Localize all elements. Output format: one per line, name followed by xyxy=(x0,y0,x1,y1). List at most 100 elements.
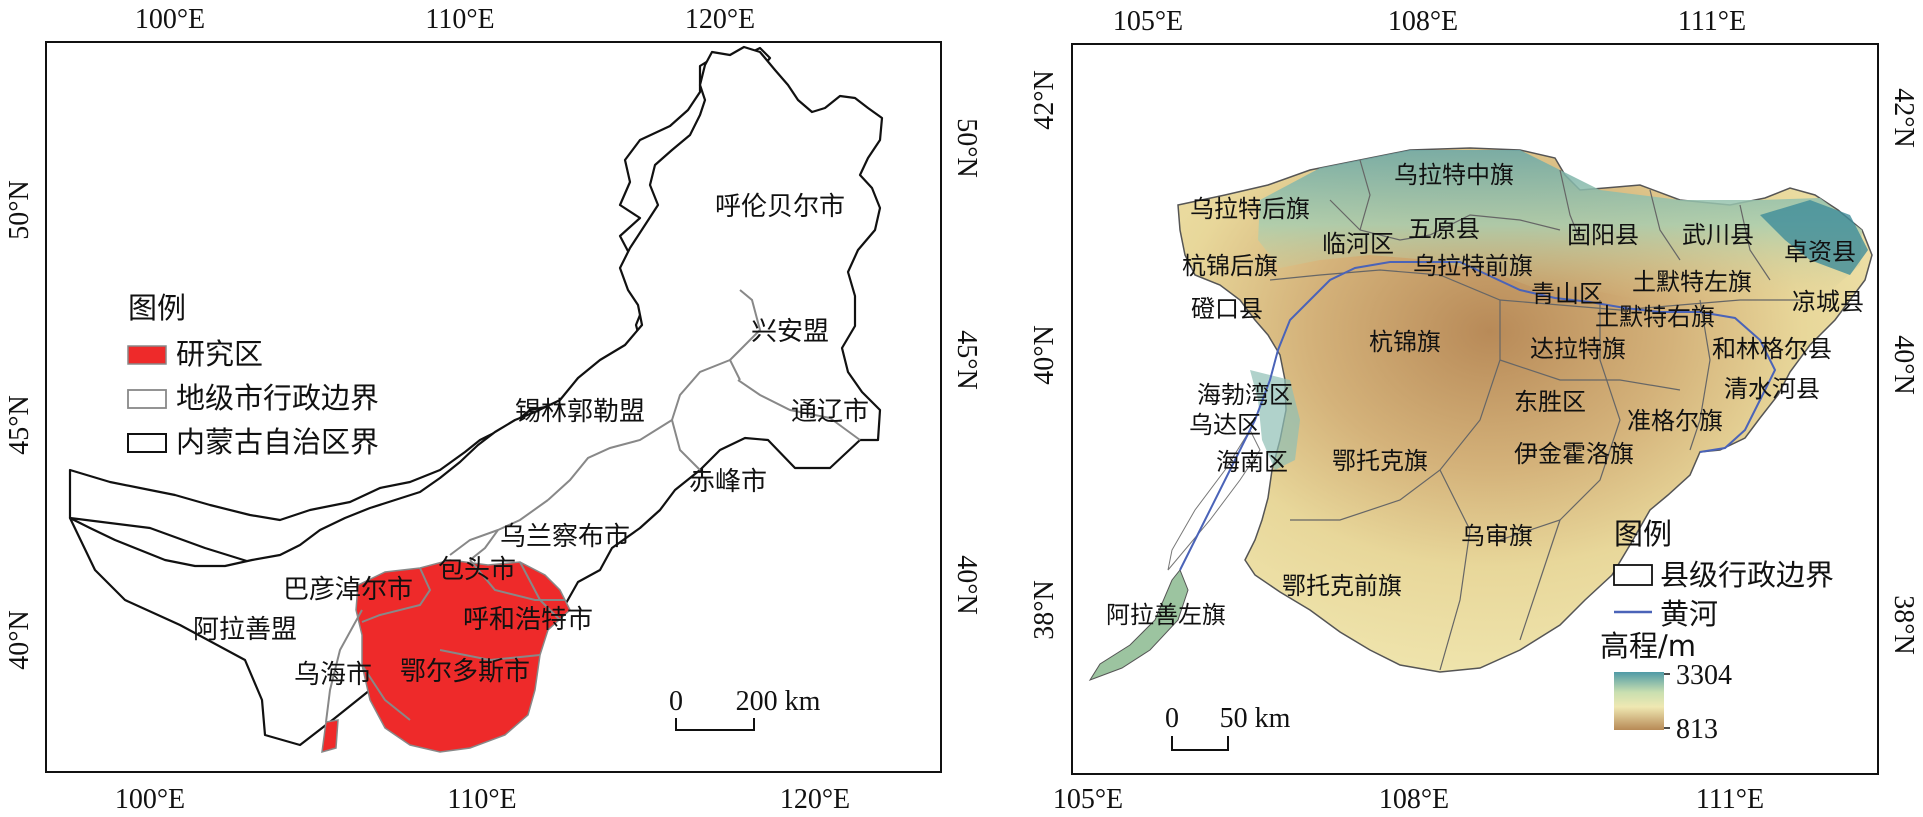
left-lon-tick-top: 120°E xyxy=(685,4,755,35)
county-label: 武川县 xyxy=(1682,221,1754,249)
county-label: 海勃湾区 xyxy=(1197,381,1293,409)
right-lat-tick-right: 40°N xyxy=(1888,335,1919,394)
county-label: 准格尔旗 xyxy=(1627,407,1723,435)
county-label: 乌拉特后旗 xyxy=(1190,195,1310,223)
city-boundaries xyxy=(325,289,861,723)
legend-item-river: 黄河 xyxy=(1660,597,1718,631)
scalebar-zero: 0 xyxy=(669,686,683,717)
elevation-min: 813 xyxy=(1676,714,1718,745)
region-label: 呼和浩特市 xyxy=(463,605,593,635)
legend-item-study-area: 研究区 xyxy=(176,337,263,371)
region-label: 通辽市 xyxy=(791,397,869,427)
county-boundaries xyxy=(1269,159,1800,671)
county-label: 清水河县 xyxy=(1724,375,1820,403)
terrain-highland-east xyxy=(1760,200,1868,275)
region-label: 赤峰市 xyxy=(689,467,767,497)
legend-item-city-boundary: 地级市行政边界 xyxy=(176,381,379,415)
region-label: 兴安盟 xyxy=(751,317,829,347)
county-label: 凉城县 xyxy=(1792,288,1864,316)
right-lon-tick-top: 108°E xyxy=(1388,6,1458,37)
left-map: 100°E 110°E 120°E 100°E 110°E 120°E 40°N… xyxy=(4,4,982,815)
county-label: 海南区 xyxy=(1216,448,1288,476)
right-lon-tick-bottom: 111°E xyxy=(1696,784,1764,815)
right-lat-tick-left: 42°N xyxy=(1029,70,1060,129)
terrain-highland-north xyxy=(1258,150,1862,300)
elevation-max: 3304 xyxy=(1676,660,1732,691)
terrain-highland-west xyxy=(1250,370,1300,470)
right-legend: 图例 县级行政边界 黄河 高程/m 3304 813 xyxy=(1600,517,1834,745)
legend-swatch-study-area xyxy=(127,345,167,365)
left-map-frame xyxy=(45,41,942,773)
right-lon-tick-bottom: 108°E xyxy=(1379,784,1449,815)
region-label: 包头市 xyxy=(438,555,516,585)
yellow-river xyxy=(1179,261,1777,571)
scalebar-value: 50 km xyxy=(1220,703,1291,734)
region-label: 阿拉善盟 xyxy=(193,615,297,645)
terrain-alashan-strip xyxy=(1088,569,1189,681)
right-lat-tick-right: 38°N xyxy=(1888,595,1919,654)
legend-item-county-boundary: 县级行政边界 xyxy=(1660,558,1834,592)
county-label: 伊金霍洛旗 xyxy=(1514,440,1634,468)
county-label: 达拉特旗 xyxy=(1530,335,1626,363)
right-lat-tick-left: 40°N xyxy=(1029,325,1060,384)
left-lat-tick-right: 45°N xyxy=(951,330,982,389)
region-label: 鄂尔多斯市 xyxy=(400,657,530,687)
county-label: 杭锦后旗 xyxy=(1182,252,1278,280)
county-label: 青山区 xyxy=(1531,280,1603,308)
region-label: 乌海市 xyxy=(294,660,372,690)
left-lon-tick-bottom: 110°E xyxy=(447,784,516,815)
left-lon-tick-bottom: 120°E xyxy=(780,784,850,815)
left-lat-tick-left: 45°N xyxy=(4,395,35,454)
legend-swatch-county-boundary xyxy=(1613,564,1653,586)
county-label: 东胜区 xyxy=(1514,388,1586,416)
left-lat-tick-right: 40°N xyxy=(951,555,982,614)
legend-swatch-city-boundary xyxy=(127,389,167,409)
elevation-title: 高程/m xyxy=(1600,629,1696,663)
left-legend: 图例 研究区 地级市行政边界 内蒙古自治区界 xyxy=(127,291,379,459)
county-label: 乌拉特前旗 xyxy=(1413,252,1533,280)
scalebar-zero: 0 xyxy=(1165,703,1179,734)
county-label: 五原县 xyxy=(1408,215,1480,243)
left-lat-tick-left: 50°N xyxy=(4,180,35,239)
county-label: 杭锦旗 xyxy=(1369,328,1441,356)
county-label: 卓资县 xyxy=(1784,238,1856,266)
right-legend-title: 图例 xyxy=(1614,517,1672,551)
county-label: 磴口县 xyxy=(1191,295,1263,323)
left-scalebar: 0 200 km xyxy=(669,686,821,731)
right-map-frame xyxy=(1071,43,1879,775)
right-lat-tick-left: 38°N xyxy=(1029,580,1060,639)
right-lon-tick-top: 105°E xyxy=(1113,6,1183,37)
county-label: 乌拉特中旗 xyxy=(1394,161,1514,189)
county-label: 和林格尔县 xyxy=(1712,335,1832,363)
region-label: 锡林郭勒盟 xyxy=(515,397,645,427)
inner-mongolia-outline xyxy=(68,45,884,747)
county-label: 土默特左旗 xyxy=(1632,268,1752,296)
region-label: 巴彦淖尔市 xyxy=(283,575,413,605)
study-area-wuhai xyxy=(321,719,339,754)
region-label: 乌兰察布市 xyxy=(500,522,630,552)
legend-item-province-boundary: 内蒙古自治区界 xyxy=(176,425,379,459)
right-lat-tick-right: 42°N xyxy=(1888,88,1919,147)
right-lon-tick-bottom: 105°E xyxy=(1053,784,1123,815)
legend-swatch-province-boundary xyxy=(127,433,167,453)
county-label: 乌达区 xyxy=(1189,411,1261,439)
county-label: 固阳县 xyxy=(1567,221,1639,249)
left-legend-title: 图例 xyxy=(128,291,186,325)
scalebar-value: 200 km xyxy=(736,686,821,717)
left-lat-tick-left: 40°N xyxy=(4,610,35,669)
region-label: 呼伦贝尔市 xyxy=(715,192,845,222)
left-lat-tick-right: 50°N xyxy=(951,118,982,177)
county-label: 鄂托克前旗 xyxy=(1282,572,1402,600)
county-label: 临河区 xyxy=(1322,230,1394,258)
county-label: 阿拉善左旗 xyxy=(1106,601,1226,629)
right-lon-tick-top: 111°E xyxy=(1678,6,1746,37)
right-scalebar: 0 50 km xyxy=(1165,703,1291,751)
county-label: 土默特右旗 xyxy=(1595,303,1715,331)
right-map: 105°E 108°E 111°E 105°E 108°E 111°E 38°N… xyxy=(1029,6,1919,815)
left-lon-tick-top: 110°E xyxy=(425,4,494,35)
left-lon-tick-bottom: 100°E xyxy=(115,784,185,815)
county-label: 乌审旗 xyxy=(1461,522,1533,550)
county-label: 鄂托克旗 xyxy=(1332,447,1428,475)
left-lon-tick-top: 100°E xyxy=(135,4,205,35)
